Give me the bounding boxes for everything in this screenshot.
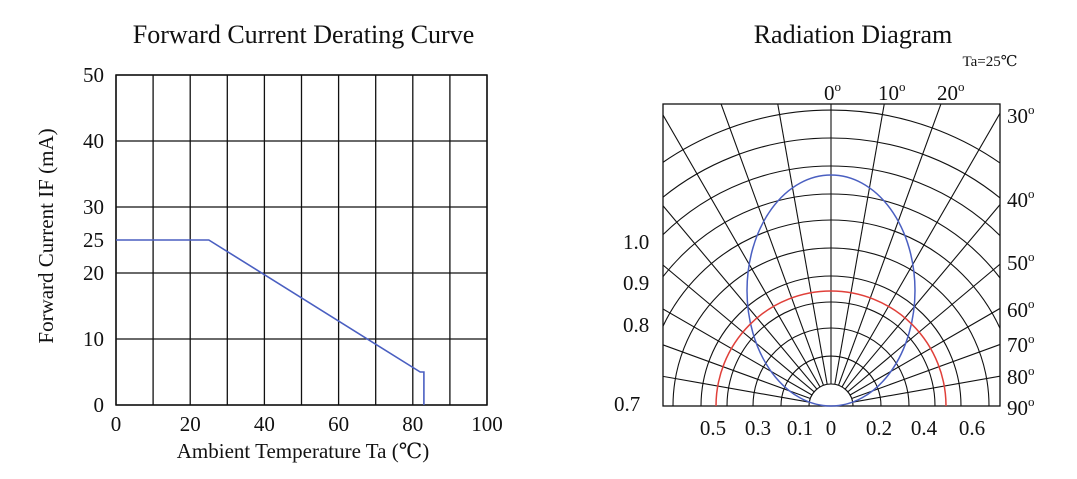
derating-y-ticks: 0 10 20 25 30 40 50 xyxy=(83,63,104,417)
x-tick-label: 40 xyxy=(254,412,275,436)
grid-spoke xyxy=(777,104,828,385)
angle-label-right: 60o xyxy=(1007,296,1035,322)
grid-spoke xyxy=(720,104,824,386)
grid-spoke xyxy=(663,204,818,390)
degree-mark: o xyxy=(1028,331,1035,346)
radiation-pattern-blue xyxy=(746,174,916,407)
derating-grid xyxy=(115,74,488,406)
radial-label-bottom: 0.3 xyxy=(745,416,771,440)
x-tick-label: 60 xyxy=(328,412,349,436)
radial-label-left: 0.7 xyxy=(614,392,640,416)
y-tick-label: 25 xyxy=(83,228,104,252)
x-tick-label: 100 xyxy=(471,412,503,436)
x-tick-label: 20 xyxy=(180,412,201,436)
degree-mark: o xyxy=(1028,296,1035,311)
grid-spoke xyxy=(663,375,810,403)
angle-label-right: 30o xyxy=(1007,102,1035,128)
x-tick-label: 0 xyxy=(111,412,122,436)
degree-mark: o xyxy=(1028,186,1035,201)
degree-mark: o xyxy=(899,79,906,94)
y-tick-label: 50 xyxy=(83,63,104,87)
degree-mark: o xyxy=(1028,102,1035,117)
radiation-series xyxy=(715,174,947,407)
radial-label-bottom: 0.6 xyxy=(959,416,985,440)
radiation-grid-lines xyxy=(663,104,1000,406)
radiation-pattern-red xyxy=(715,290,947,407)
grid-spoke xyxy=(851,343,1000,399)
x-tick-label: 80 xyxy=(402,412,423,436)
grid-spoke xyxy=(844,203,1000,390)
angle-label-top: 20o xyxy=(937,79,965,105)
grid-spoke xyxy=(849,307,1000,396)
y-tick-label: 30 xyxy=(83,195,104,219)
y-tick-label: 0 xyxy=(94,393,105,417)
derating-x-axis-label: Ambient Temperature Ta (℃) xyxy=(177,439,429,463)
radial-label-left: 0.9 xyxy=(623,271,649,295)
derating-line xyxy=(116,239,425,405)
derating-chart-title: Forward Current Derating Curve xyxy=(133,20,475,49)
y-tick-label: 10 xyxy=(83,327,104,351)
angle-label-top: 10o xyxy=(878,79,906,105)
radial-label-left: 1.0 xyxy=(623,230,649,254)
derating-chart: Forward Current Derating Curve 0 20 40 60 80… xyxy=(34,20,503,463)
grid-spoke xyxy=(841,112,1000,388)
degree-mark: o xyxy=(1028,363,1035,378)
grid-spoke xyxy=(663,264,815,393)
radial-label-bottom: 0.5 xyxy=(700,416,726,440)
grid-spoke xyxy=(663,113,821,388)
grid-spoke xyxy=(663,308,813,396)
radial-label-bottom: 0.2 xyxy=(866,416,892,440)
radiation-chart: Radiation Diagram Ta=25℃ 0o 10o 20o30o40o5… xyxy=(614,20,1035,440)
y-tick-label: 20 xyxy=(83,261,104,285)
grid-spoke xyxy=(838,104,942,386)
angle-label-right: 90o xyxy=(1007,394,1035,420)
degree-mark: o xyxy=(958,79,965,94)
radial-label-bottom: 0 xyxy=(826,416,837,440)
degree-mark: o xyxy=(1028,249,1035,264)
angle-label-right: 80o xyxy=(1007,363,1035,389)
angle-label-right: 70o xyxy=(1007,331,1035,357)
derating-x-ticks: 0 20 40 60 80 100 xyxy=(111,412,503,436)
derating-y-axis-label: Forward Current IF (mA) xyxy=(34,128,58,343)
derating-series xyxy=(116,239,425,405)
radial-label-bottom: 0.1 xyxy=(787,416,813,440)
angle-label-right: 50o xyxy=(1007,249,1035,275)
radial-label-bottom: 0.4 xyxy=(911,416,938,440)
grid-spoke xyxy=(847,263,1000,393)
degree-mark: o xyxy=(1028,394,1035,409)
y-tick-label: 40 xyxy=(83,129,104,153)
radiation-chart-note: Ta=25℃ xyxy=(962,54,1017,70)
radial-label-left: 0.8 xyxy=(623,313,649,337)
angle-label-right: 40o xyxy=(1007,186,1035,212)
grid-spoke xyxy=(834,104,885,385)
radiation-grid xyxy=(662,103,1001,407)
grid-spoke xyxy=(852,375,1000,403)
grid-spoke xyxy=(663,344,811,399)
degree-mark: o xyxy=(835,79,842,94)
radiation-chart-title: Radiation Diagram xyxy=(754,20,953,49)
angle-label-top: 0o xyxy=(824,79,841,105)
